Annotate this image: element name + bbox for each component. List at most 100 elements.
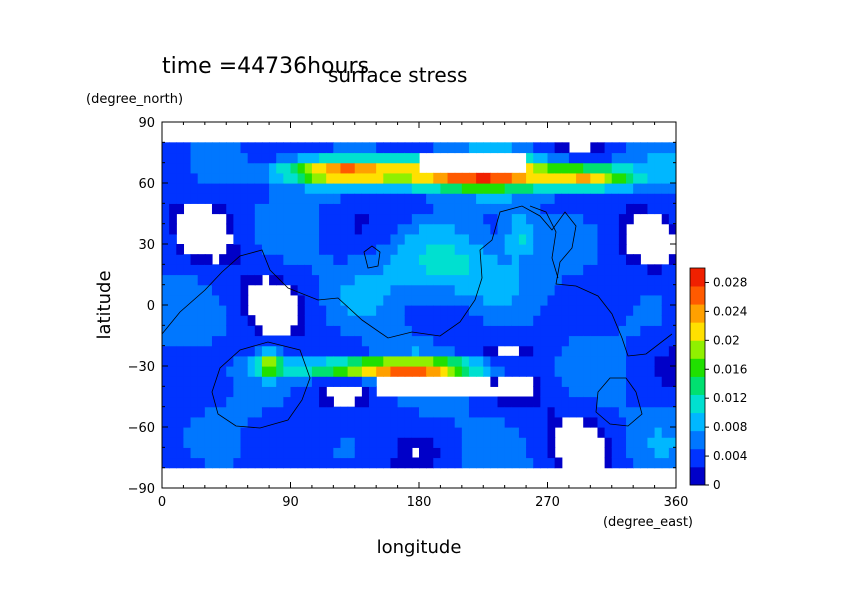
field-cell xyxy=(297,376,306,387)
field-cell xyxy=(611,284,620,296)
field-cell xyxy=(347,315,356,326)
field-cell xyxy=(440,193,449,204)
field-cell xyxy=(326,193,334,204)
field-cell xyxy=(340,457,349,469)
field-cell xyxy=(297,416,306,428)
field-cell xyxy=(554,345,563,357)
field-cell xyxy=(354,345,363,357)
field-cell xyxy=(611,203,620,215)
field-cell xyxy=(568,183,577,194)
field-cell xyxy=(611,386,620,398)
field-cell xyxy=(211,427,220,438)
field-cell xyxy=(576,355,584,367)
field-cell xyxy=(369,335,377,347)
field-cell xyxy=(176,203,185,215)
field-cell xyxy=(447,172,456,184)
field-cell xyxy=(583,345,591,357)
field-cell xyxy=(654,376,663,387)
field-cell xyxy=(269,142,277,154)
field-cell xyxy=(411,274,420,286)
field-cell xyxy=(197,427,206,438)
field-cell xyxy=(162,203,170,215)
field-cell xyxy=(640,376,649,387)
field-cell xyxy=(361,355,370,367)
field-cell xyxy=(247,183,256,194)
field-cell xyxy=(426,355,434,367)
field-cell xyxy=(454,254,463,265)
field-cell xyxy=(640,264,649,276)
field-cell xyxy=(604,294,613,306)
field-cell xyxy=(376,396,384,408)
field-cell xyxy=(647,416,656,428)
field-cell xyxy=(547,406,556,418)
field-cell xyxy=(597,305,606,316)
field-cell xyxy=(540,447,549,459)
field-cell xyxy=(254,142,263,154)
field-cell xyxy=(661,355,670,367)
field-cell xyxy=(440,203,449,215)
field-cell xyxy=(590,335,599,347)
field-cell xyxy=(404,223,413,235)
field-cell xyxy=(518,193,527,204)
field-cell xyxy=(204,325,213,337)
field-cell xyxy=(647,376,656,387)
field-cell xyxy=(618,437,627,448)
field-cell xyxy=(476,427,484,438)
field-cell xyxy=(454,233,463,245)
field-cell xyxy=(261,233,270,245)
field-cell xyxy=(190,274,199,286)
field-cell xyxy=(583,264,591,276)
field-cell xyxy=(440,264,449,276)
field-cell xyxy=(668,416,676,428)
field-cell xyxy=(197,264,206,276)
field-cell xyxy=(340,142,349,154)
field-cell xyxy=(404,203,413,215)
field-cell xyxy=(197,315,206,326)
field-cell xyxy=(483,203,491,215)
field-cell xyxy=(540,416,549,428)
field-cell xyxy=(447,244,456,255)
field-cell xyxy=(583,223,591,235)
field-cell xyxy=(597,325,606,337)
field-cell xyxy=(511,437,520,448)
field-cell xyxy=(447,437,456,448)
field-cell xyxy=(361,335,370,347)
field-cell xyxy=(326,376,334,387)
field-cell xyxy=(497,213,506,225)
field-cell xyxy=(176,427,185,438)
field-cell xyxy=(419,427,427,438)
field-cell xyxy=(290,213,299,225)
field-cell xyxy=(326,396,334,408)
field-cell xyxy=(369,416,377,428)
field-cell xyxy=(269,406,277,418)
field-cell xyxy=(490,325,499,337)
field-cell xyxy=(633,355,641,367)
field-cell xyxy=(476,457,484,469)
field-cell xyxy=(361,152,370,164)
field-cell xyxy=(411,335,420,347)
field-cell xyxy=(176,366,185,377)
field-cell xyxy=(547,416,556,428)
field-cell xyxy=(668,162,676,174)
field-cell xyxy=(233,223,242,235)
field-cell xyxy=(511,447,520,459)
field-cell xyxy=(247,447,256,459)
field-cell xyxy=(333,254,342,265)
field-cell xyxy=(269,193,277,204)
field-cell xyxy=(319,183,327,194)
field-cell xyxy=(311,233,320,245)
field-cell xyxy=(597,162,606,174)
field-cell xyxy=(618,162,627,174)
field-cell xyxy=(426,315,434,326)
field-cell xyxy=(347,416,356,428)
field-cell xyxy=(333,274,342,286)
field-cell xyxy=(304,427,313,438)
field-cell xyxy=(376,152,384,164)
field-cell xyxy=(633,264,641,276)
field-cell xyxy=(197,366,206,377)
field-cell xyxy=(447,274,456,286)
field-cell xyxy=(211,335,220,347)
field-cell xyxy=(397,244,406,255)
field-cell xyxy=(290,183,299,194)
field-cell xyxy=(626,416,634,428)
